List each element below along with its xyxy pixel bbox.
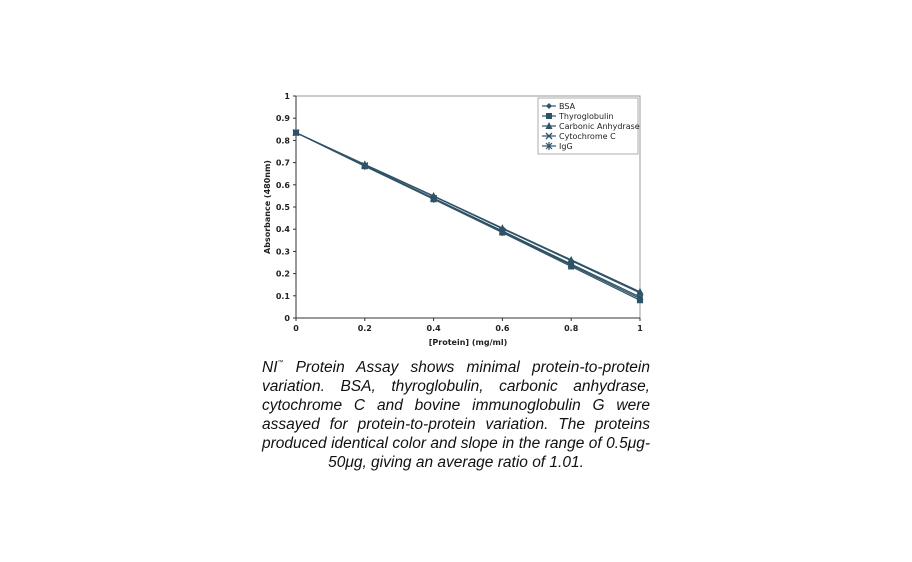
y-tick-label: 0.2: [276, 270, 290, 279]
y-tick-label: 0.1: [276, 292, 291, 301]
y-tick-label: 0.6: [276, 181, 291, 190]
legend-marker-cytochrome-c: [545, 132, 553, 140]
series-line-carbonic-anhydrase: [295, 132, 641, 293]
legend-label-igg: IgG: [559, 142, 573, 151]
x-tick-label: 0.2: [358, 324, 372, 333]
y-tick-label: 0.9: [276, 114, 291, 123]
data-point-igg: [292, 128, 300, 137]
y-tick-label: 0.7: [276, 159, 290, 168]
y-tick-label: 0.3: [276, 247, 290, 256]
data-point-igg: [430, 194, 438, 203]
y-tick-label: 0.8: [276, 136, 291, 145]
caption-trademark: ™: [277, 360, 284, 366]
figure-caption: NI™ Protein Assay shows minimal protein-…: [262, 354, 650, 472]
x-axis-title: [Protein] (mg/ml): [429, 338, 507, 347]
caption-text: Protein Assay shows minimal protein-to-p…: [262, 359, 650, 471]
series-line-igg: [295, 132, 641, 300]
caption-product-name: NI: [262, 359, 278, 376]
legend-label-bsa: BSA: [559, 102, 576, 111]
legend-label-thyroglobulin: Thyroglobulin: [558, 112, 614, 121]
y-tick-label: 0.4: [276, 225, 291, 234]
legend-marker-thyroglobulin: [546, 113, 552, 119]
legend-marker-igg: [545, 142, 553, 150]
data-point-carbonic-anhydrase: [636, 287, 644, 295]
legend-label-carbonic-anhydrase: Carbonic Anhydrase: [559, 122, 640, 131]
data-point-igg: [567, 261, 575, 270]
absorbance-chart: 0 0.1 0.2 0.3 0.4 0.5 0.6 0.7 0.8 0.9 1 0 0.2 0.4 0.6 0…: [263, 92, 644, 347]
legend-marker-bsa: [546, 103, 552, 109]
x-tick-label: 0: [293, 324, 299, 333]
y-tick-label: 0: [284, 314, 290, 323]
x-tick-label: 0.4: [427, 324, 442, 333]
data-point-igg: [636, 294, 644, 303]
data-point-carbonic-anhydrase: [567, 255, 575, 263]
y-axis-title: Absorbance (480nm): [263, 160, 272, 254]
x-tick-label: 0.6: [495, 324, 510, 333]
data-point-igg: [361, 161, 369, 170]
data-point-igg: [498, 227, 506, 236]
legend-label-cytochrome-c: Cytochrome C: [559, 132, 616, 141]
x-tick-label: 0.8: [564, 324, 579, 333]
x-tick-label: 1: [637, 324, 643, 333]
legend-marker-carbonic-anhydrase: [545, 122, 553, 129]
y-tick-label: 0.5: [276, 203, 291, 212]
y-tick-label: 1: [284, 92, 290, 101]
plot-area: 0 0.1 0.2 0.3 0.4 0.5 0.6 0.7 0.8 0.9 1 0 0.2 0.4 0.6 0…: [276, 92, 644, 333]
